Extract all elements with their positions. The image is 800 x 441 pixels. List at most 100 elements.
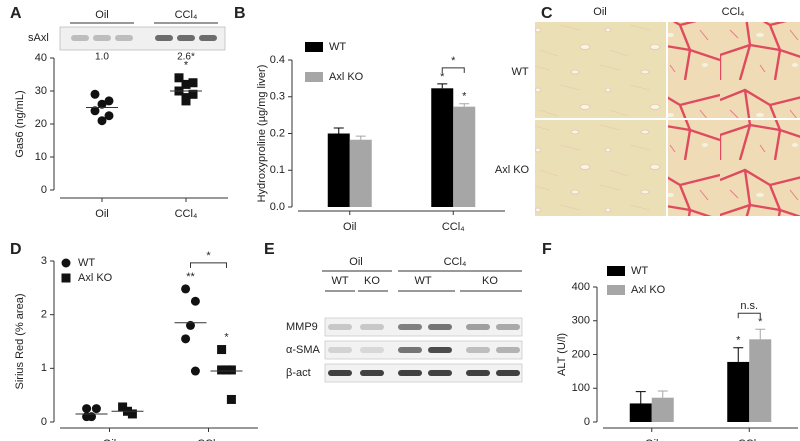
comparison-label: * bbox=[206, 250, 211, 262]
annotation: * bbox=[184, 60, 189, 72]
error-bar bbox=[355, 135, 366, 140]
legend-swatch bbox=[607, 285, 625, 295]
point bbox=[190, 366, 200, 376]
comparison-bracket bbox=[441, 67, 465, 73]
point bbox=[188, 78, 198, 88]
point bbox=[181, 96, 191, 106]
legend-swatch bbox=[305, 72, 323, 82]
y-tick-label: 10 bbox=[35, 151, 47, 163]
panel-label: D bbox=[10, 241, 22, 258]
blot-band bbox=[398, 370, 422, 376]
comparison-bracket bbox=[190, 262, 227, 268]
blot-band bbox=[496, 347, 520, 353]
blot-band bbox=[115, 35, 133, 41]
micrograph bbox=[535, 22, 666, 118]
blot-band bbox=[428, 370, 452, 376]
y-tick-label: 1 bbox=[41, 362, 47, 374]
lane-label: CCl₄ bbox=[175, 9, 198, 21]
blot-band bbox=[466, 347, 490, 353]
micrograph bbox=[668, 22, 800, 118]
point bbox=[181, 79, 191, 89]
blot-band bbox=[466, 370, 490, 376]
blot-strip bbox=[324, 340, 523, 360]
lane-label: Oil bbox=[95, 9, 108, 21]
blot-value: 1.0 bbox=[95, 52, 109, 63]
annotation: * bbox=[736, 335, 741, 347]
annotation: * bbox=[224, 331, 229, 343]
legend-label: WT bbox=[329, 41, 346, 53]
blot-value: 2.6* bbox=[177, 52, 195, 63]
point bbox=[181, 284, 191, 294]
bar bbox=[453, 106, 476, 207]
blot-band bbox=[93, 35, 111, 41]
x-tick-label: CCl₄ bbox=[738, 438, 761, 441]
blot-band bbox=[155, 35, 173, 41]
lane-label: WT bbox=[331, 275, 348, 287]
column-label: Oil bbox=[593, 6, 606, 18]
legend-swatch bbox=[607, 266, 625, 276]
blot-band bbox=[398, 324, 422, 330]
lane-label: KO bbox=[364, 275, 380, 287]
error-bar bbox=[635, 391, 646, 404]
y-tick-label: 20 bbox=[35, 118, 47, 130]
point bbox=[90, 106, 100, 116]
y-axis-label: Sirius Red (% area) bbox=[14, 294, 26, 390]
panel-label: E bbox=[264, 241, 275, 258]
blot-band bbox=[199, 35, 217, 41]
point bbox=[226, 365, 236, 375]
point bbox=[90, 89, 100, 99]
lane-label: KO bbox=[482, 275, 498, 287]
error-bar bbox=[437, 83, 448, 89]
blot-band bbox=[360, 370, 384, 376]
point bbox=[91, 404, 101, 414]
x-tick-label: Oil bbox=[343, 221, 356, 233]
row-label: α-SMA bbox=[286, 344, 321, 356]
group-label: Oil bbox=[349, 256, 362, 268]
blot-band bbox=[428, 324, 452, 330]
x-tick-label: Oil bbox=[95, 208, 108, 220]
point bbox=[190, 296, 200, 306]
y-tick-label: 0.1 bbox=[270, 164, 285, 176]
error-bar bbox=[459, 103, 470, 107]
western-blot: E Oil CCl₄ WT KO WT KO MMP9 α-SMA β-act bbox=[264, 241, 523, 383]
y-tick-label: 0 bbox=[41, 184, 47, 196]
row-label: β-act bbox=[286, 367, 311, 379]
row-label: MMP9 bbox=[286, 321, 318, 333]
group-label: CCl₄ bbox=[444, 256, 467, 268]
error-bar bbox=[755, 328, 766, 340]
bar bbox=[629, 403, 652, 422]
blot-band bbox=[328, 347, 352, 353]
point bbox=[82, 404, 92, 414]
y-tick-label: 200 bbox=[572, 348, 590, 360]
point bbox=[188, 89, 198, 99]
x-tick-label: CCl₄ bbox=[175, 208, 198, 220]
panel-label: C bbox=[541, 5, 553, 22]
y-tick-label: 400 bbox=[572, 281, 590, 293]
blot-band bbox=[398, 347, 422, 353]
annotation: * bbox=[758, 316, 763, 328]
comparison-label: n.s. bbox=[740, 300, 758, 312]
y-tick-label: 0 bbox=[41, 416, 47, 428]
panel-label: A bbox=[10, 5, 22, 22]
blot-band bbox=[428, 347, 452, 353]
blot-strip bbox=[59, 26, 226, 51]
row-label: WT bbox=[511, 66, 528, 78]
y-tick-label: 300 bbox=[572, 315, 590, 327]
blot-band bbox=[71, 35, 89, 41]
point bbox=[104, 111, 114, 121]
point bbox=[226, 394, 236, 404]
point bbox=[181, 334, 191, 344]
panel-label: B bbox=[234, 5, 246, 22]
blot-band bbox=[496, 324, 520, 330]
micrograph bbox=[668, 120, 800, 216]
error-bar bbox=[657, 390, 668, 398]
y-tick-label: 3 bbox=[41, 255, 47, 267]
y-axis-label: ALT (U/l) bbox=[556, 333, 568, 376]
point bbox=[222, 365, 231, 375]
y-tick-label: 40 bbox=[35, 52, 47, 64]
y-tick-label: 0.2 bbox=[270, 127, 285, 139]
legend-label: WT bbox=[78, 257, 95, 269]
blot-strip bbox=[324, 363, 523, 383]
legend-label: Axl KO bbox=[78, 272, 113, 284]
y-axis-label: Hydroxyproline (µg/mg liver) bbox=[256, 65, 268, 203]
